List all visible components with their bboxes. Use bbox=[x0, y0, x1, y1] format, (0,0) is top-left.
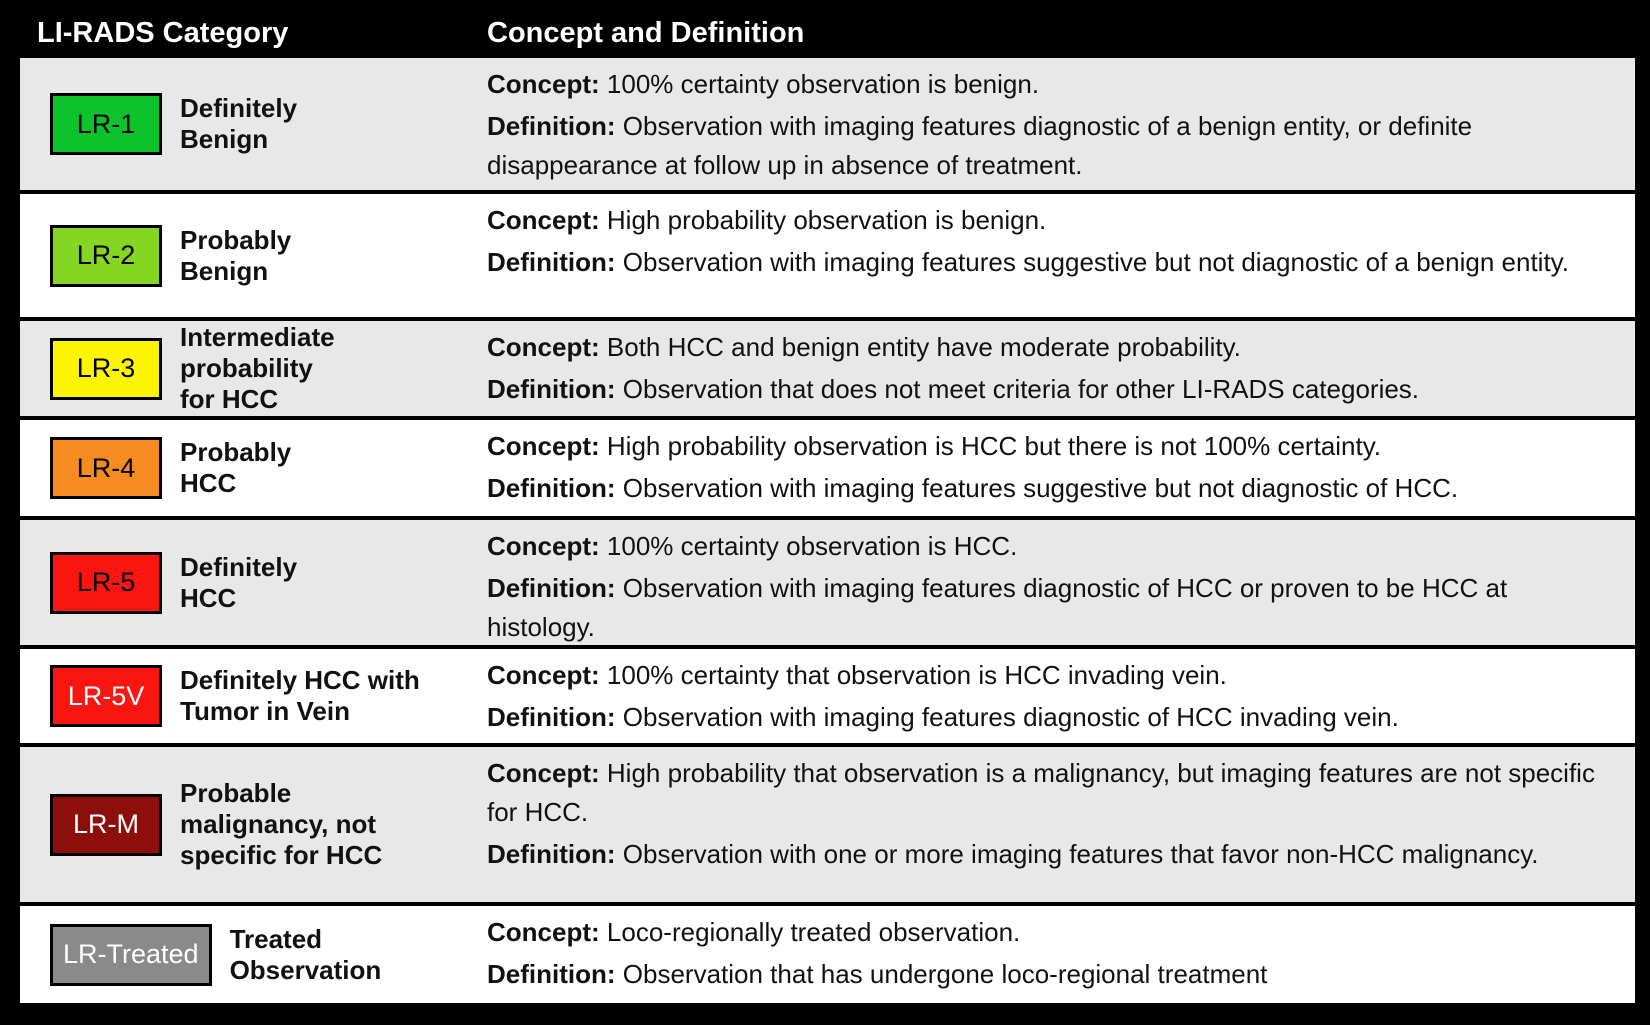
table-row-lrtreated: LR-Treated Treated Observation Concept: … bbox=[20, 906, 1635, 1003]
header-concept-column: Concept and Definition bbox=[487, 17, 805, 49]
category-label: Probable malignancy, not specific for HC… bbox=[180, 778, 383, 870]
concept-value: 100% certainty that observation is HCC i… bbox=[606, 660, 1227, 690]
lr4-badge: LR-4 bbox=[50, 437, 162, 499]
concept-definition-cell: Concept: High probability that observati… bbox=[480, 747, 1635, 902]
table-row-lr4: LR-4 Probably HCC Concept: High probabil… bbox=[20, 420, 1635, 516]
definition-text: Definition: Observation with imaging fea… bbox=[487, 569, 1615, 647]
concept-prefix: Concept: bbox=[487, 69, 600, 99]
definition-text: Definition: Observation with imaging fea… bbox=[487, 107, 1615, 185]
concept-value: 100% certainty observation is benign. bbox=[606, 69, 1040, 99]
lrtreated-badge: LR-Treated bbox=[50, 923, 212, 986]
category-cell: LR-5 Definitely HCC bbox=[20, 520, 480, 645]
table-header: LI-RADS Category Concept and Definition bbox=[0, 0, 1650, 58]
table-row-lr5: LR-5 Definitely HCC Concept: 100% certai… bbox=[20, 520, 1635, 645]
definition-prefix: Definition: bbox=[487, 959, 616, 989]
concept-value: 100% certainty observation is HCC. bbox=[606, 531, 1018, 561]
header-category-column: LI-RADS Category bbox=[37, 17, 289, 49]
category-cell: LR-1 Definitely Benign bbox=[20, 58, 480, 190]
concept-value: Loco-regionally treated observation. bbox=[606, 917, 1021, 947]
lr2-badge: LR-2 bbox=[50, 224, 162, 287]
concept-text: Concept: 100% certainty observation is H… bbox=[487, 527, 1615, 566]
definition-value: Observation with imaging features diagno… bbox=[622, 702, 1399, 732]
concept-text: Concept: Loco-regionally treated observa… bbox=[487, 913, 1615, 952]
definition-text: Definition: Observation with imaging fea… bbox=[487, 243, 1615, 282]
table-body: LR-1 Definitely Benign Concept: 100% cer… bbox=[20, 58, 1635, 1003]
definition-value: Observation that does not meet criteria … bbox=[622, 374, 1420, 404]
concept-definition-cell: Concept: Both HCC and benign entity have… bbox=[480, 321, 1635, 416]
concept-text: Concept: 100% certainty that observation… bbox=[487, 656, 1615, 695]
concept-definition-cell: Concept: Loco-regionally treated observa… bbox=[480, 906, 1635, 1003]
lr1-badge: LR-1 bbox=[50, 93, 162, 155]
definition-text: Definition: Observation that does not me… bbox=[487, 370, 1615, 409]
lr3-badge: LR-3 bbox=[50, 337, 162, 400]
concept-value: High probability observation is HCC but … bbox=[606, 431, 1382, 461]
category-label: Definitely HCC bbox=[180, 551, 298, 613]
definition-prefix: Definition: bbox=[487, 111, 616, 141]
category-label: Probably Benign bbox=[180, 224, 292, 286]
category-label: Probably HCC bbox=[180, 437, 292, 498]
category-cell: LR-Treated Treated Observation bbox=[20, 906, 480, 1003]
concept-definition-cell: Concept: 100% certainty that observation… bbox=[480, 649, 1635, 743]
concept-definition-cell: Concept: High probability observation is… bbox=[480, 194, 1635, 317]
concept-value: High probability observation is benign. bbox=[606, 205, 1047, 235]
concept-value: High probability that observation is a m… bbox=[487, 758, 1595, 827]
concept-text: Concept: High probability that observati… bbox=[487, 754, 1615, 832]
concept-prefix: Concept: bbox=[487, 660, 600, 690]
lr5v-badge: LR-5V bbox=[50, 665, 162, 727]
definition-prefix: Definition: bbox=[487, 374, 616, 404]
concept-prefix: Concept: bbox=[487, 332, 600, 362]
table-row-lr5v: LR-5V Definitely HCC with Tumor in Vein … bbox=[20, 649, 1635, 743]
concept-prefix: Concept: bbox=[487, 431, 600, 461]
concept-definition-cell: Concept: 100% certainty observation is b… bbox=[480, 58, 1635, 190]
table-row-lr1: LR-1 Definitely Benign Concept: 100% cer… bbox=[20, 58, 1635, 190]
concept-prefix: Concept: bbox=[487, 917, 600, 947]
definition-prefix: Definition: bbox=[487, 573, 616, 603]
concept-prefix: Concept: bbox=[487, 758, 600, 788]
table-row-lrm: LR-M Probable malignancy, not specific f… bbox=[20, 747, 1635, 902]
category-cell: LR-M Probable malignancy, not specific f… bbox=[20, 747, 480, 902]
category-label: Definitely HCC with Tumor in Vein bbox=[180, 665, 420, 726]
concept-definition-cell: Concept: 100% certainty observation is H… bbox=[480, 520, 1635, 645]
definition-prefix: Definition: bbox=[487, 247, 616, 277]
definition-value: Observation with imaging features diagno… bbox=[487, 111, 1473, 180]
definition-value: Observation with imaging features sugges… bbox=[622, 247, 1569, 277]
definition-text: Definition: Observation that has undergo… bbox=[487, 955, 1615, 994]
category-label: Treated Observation bbox=[229, 923, 382, 985]
table-row-lr3: LR-3 Intermediate probability for HCC Co… bbox=[20, 321, 1635, 416]
category-label: Definitely Benign bbox=[180, 93, 298, 154]
lr5-badge: LR-5 bbox=[50, 551, 162, 614]
category-cell: LR-5V Definitely HCC with Tumor in Vein bbox=[20, 649, 480, 743]
definition-value: Observation with imaging features sugges… bbox=[622, 473, 1459, 503]
lrm-badge: LR-M bbox=[50, 793, 162, 856]
category-cell: LR-4 Probably HCC bbox=[20, 420, 480, 516]
concept-text: Concept: High probability observation is… bbox=[487, 427, 1615, 466]
concept-value: Both HCC and benign entity have moderate… bbox=[606, 332, 1241, 362]
table-row-lr2: LR-2 Probably Benign Concept: High proba… bbox=[20, 194, 1635, 317]
category-label: Intermediate probability for HCC bbox=[180, 322, 335, 414]
definition-text: Definition: Observation with one or more… bbox=[487, 835, 1615, 874]
concept-definition-cell: Concept: High probability observation is… bbox=[480, 420, 1635, 516]
category-cell: LR-2 Probably Benign bbox=[20, 194, 480, 317]
definition-value: Observation with imaging features diagno… bbox=[487, 573, 1508, 642]
concept-text: Concept: High probability observation is… bbox=[487, 201, 1615, 240]
concept-prefix: Concept: bbox=[487, 531, 600, 561]
definition-text: Definition: Observation with imaging fea… bbox=[487, 698, 1615, 737]
definition-prefix: Definition: bbox=[487, 473, 616, 503]
definition-text: Definition: Observation with imaging fea… bbox=[487, 469, 1615, 508]
category-cell: LR-3 Intermediate probability for HCC bbox=[20, 321, 480, 416]
concept-text: Concept: 100% certainty observation is b… bbox=[487, 65, 1615, 104]
definition-value: Observation that has undergone loco-regi… bbox=[622, 959, 1268, 989]
concept-prefix: Concept: bbox=[487, 205, 600, 235]
concept-text: Concept: Both HCC and benign entity have… bbox=[487, 328, 1615, 367]
definition-prefix: Definition: bbox=[487, 702, 616, 732]
definition-value: Observation with one or more imaging fea… bbox=[622, 839, 1539, 869]
definition-prefix: Definition: bbox=[487, 839, 616, 869]
